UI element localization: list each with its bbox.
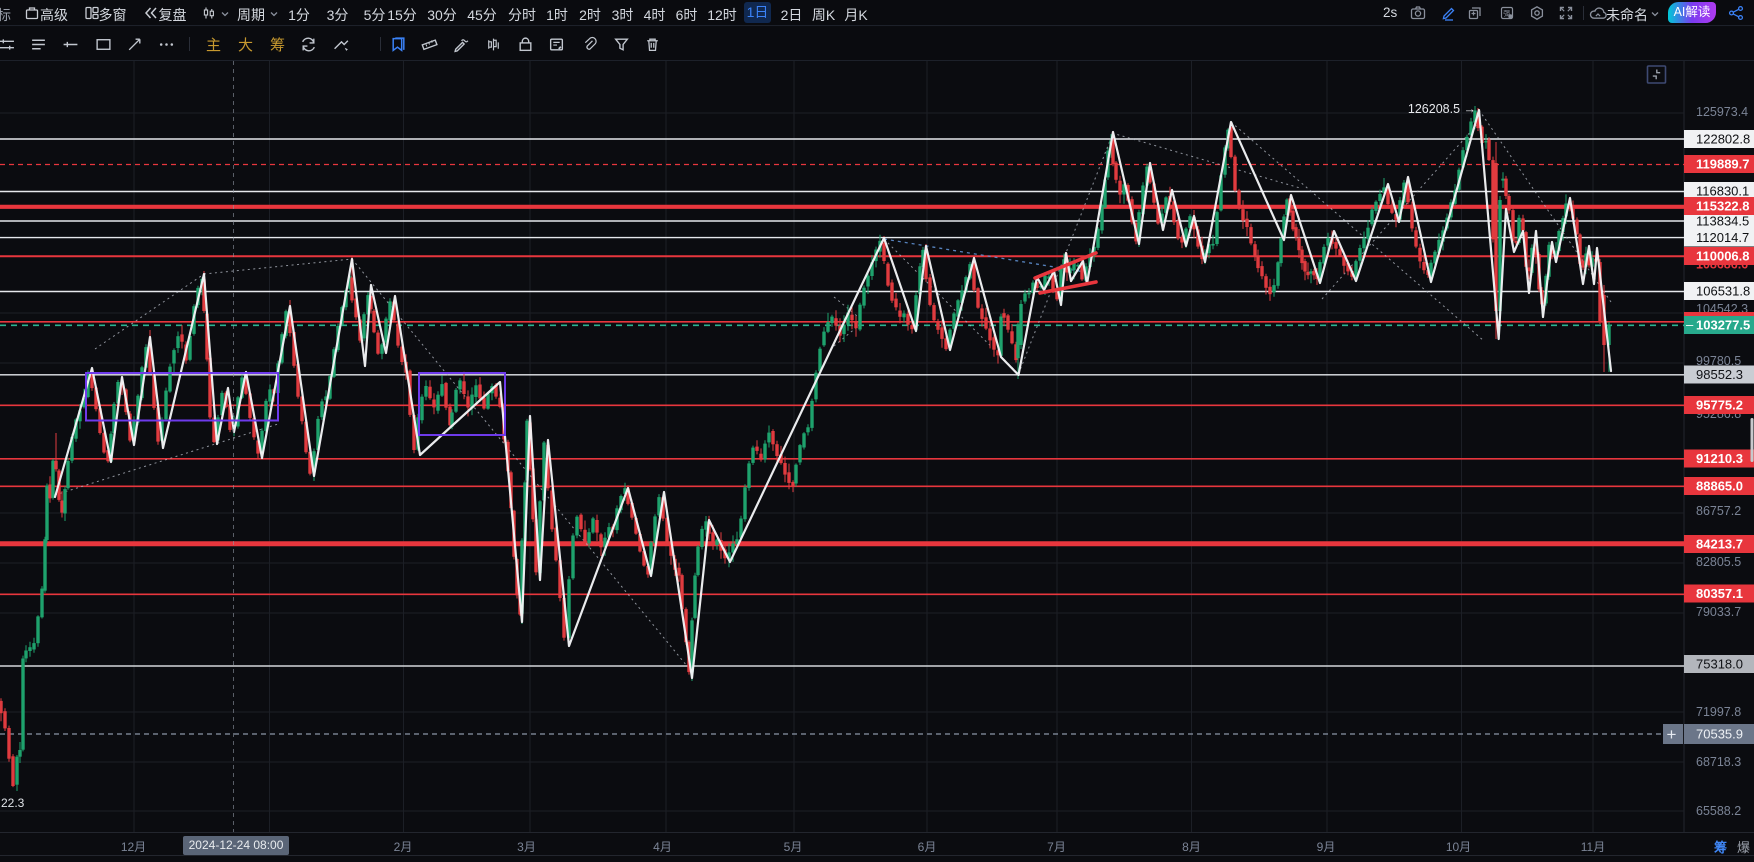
svg-text:122802.8: 122802.8 — [1696, 132, 1750, 147]
svg-text:65588.2: 65588.2 — [1696, 804, 1741, 818]
svg-text:103277.5: 103277.5 — [1696, 318, 1750, 333]
svg-text:22.3: 22.3 — [1, 796, 25, 810]
svg-text:125973.4: 125973.4 — [1696, 105, 1748, 119]
svg-text:126208.5 →: 126208.5 → — [1408, 102, 1476, 116]
svg-text:86757.2: 86757.2 — [1696, 504, 1741, 518]
svg-text:112014.7: 112014.7 — [1696, 230, 1749, 245]
svg-text:70535.9: 70535.9 — [1696, 727, 1743, 742]
svg-text:80357.1: 80357.1 — [1696, 586, 1743, 601]
svg-text:91210.3: 91210.3 — [1696, 451, 1743, 466]
svg-text:82805.5: 82805.5 — [1696, 555, 1741, 569]
svg-text:+: + — [1667, 725, 1677, 744]
svg-text:119889.7: 119889.7 — [1696, 157, 1750, 172]
svg-text:75318.0: 75318.0 — [1696, 657, 1743, 672]
svg-text:84213.7: 84213.7 — [1696, 537, 1743, 552]
svg-text:106531.8: 106531.8 — [1696, 284, 1750, 299]
svg-text:116830.1: 116830.1 — [1696, 184, 1749, 199]
svg-text:110006.8: 110006.8 — [1696, 249, 1750, 264]
svg-text:113834.5: 113834.5 — [1696, 214, 1749, 229]
svg-text:98552.3: 98552.3 — [1696, 367, 1743, 382]
svg-text:88865.0: 88865.0 — [1696, 479, 1743, 494]
svg-text:79033.7: 79033.7 — [1696, 605, 1741, 619]
svg-text:99780.5: 99780.5 — [1696, 354, 1741, 368]
svg-text:强: 强 — [1503, 10, 1510, 18]
svg-text:–: – — [1686, 317, 1694, 332]
svg-text:95775.2: 95775.2 — [1696, 398, 1743, 413]
svg-text:71997.8: 71997.8 — [1696, 705, 1741, 719]
svg-text:115322.8: 115322.8 — [1696, 199, 1750, 214]
svg-text:68718.3: 68718.3 — [1696, 755, 1741, 769]
